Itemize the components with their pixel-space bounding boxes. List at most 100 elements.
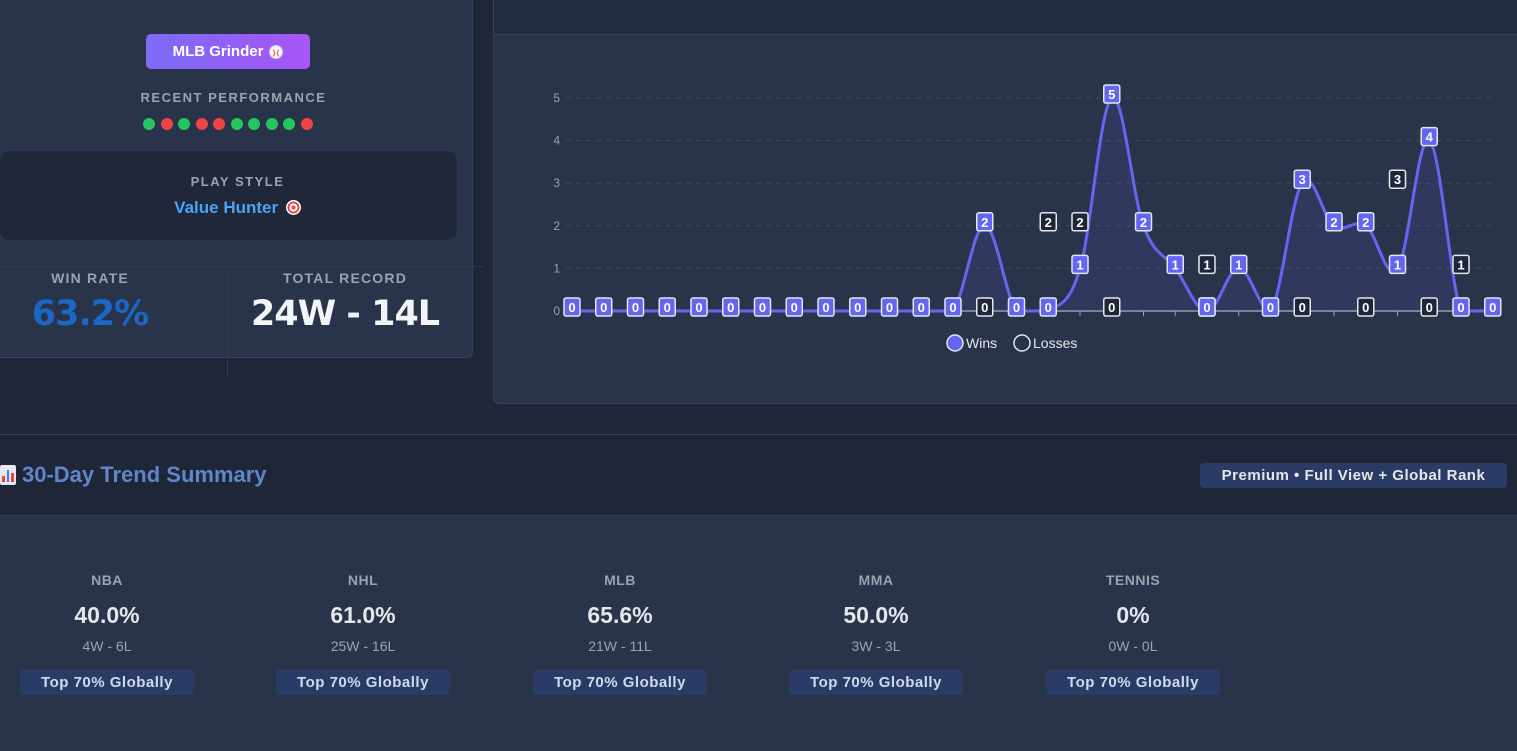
wins-losses-chart: 0123450220100030100000000000002001521010… xyxy=(553,84,1502,352)
sport-global-rank[interactable]: Top 70% Globally xyxy=(276,670,450,695)
win-point xyxy=(1198,297,1216,317)
loss-point xyxy=(1293,297,1311,317)
win-dot xyxy=(230,118,243,130)
win-point xyxy=(944,297,962,317)
chart-panel-header xyxy=(494,0,1517,35)
win-data-label: 0 xyxy=(949,300,956,315)
sport-record: 3W - 3L xyxy=(851,638,901,654)
sport-name: MLB xyxy=(604,572,636,588)
loss-point xyxy=(976,297,994,317)
win-data-label: 1 xyxy=(1172,257,1179,272)
daily-chart-panel xyxy=(493,0,1517,404)
win-point xyxy=(880,297,899,317)
play-style-label: PLAY STYLE xyxy=(190,174,285,189)
sport-global-rank[interactable]: Top 70% Globally xyxy=(533,670,707,695)
win-point xyxy=(595,297,613,317)
loss-point xyxy=(1071,212,1089,232)
sport-name: NHL xyxy=(347,572,379,588)
win-point xyxy=(1134,212,1153,232)
win-point xyxy=(1007,297,1026,317)
y-tick-label: 0 xyxy=(553,304,560,318)
win-point xyxy=(1420,126,1438,147)
premium-view-badge[interactable]: Premium • Full View + Global Rank xyxy=(1200,463,1507,488)
sport-win-pct: 61.0% xyxy=(330,602,396,628)
win-rate-value: 63.2% xyxy=(31,294,149,334)
loss-dot xyxy=(213,118,225,130)
win-data-label: 0 xyxy=(695,300,702,315)
win-data-label: 0 xyxy=(1489,300,1496,315)
legend-losses-swatch xyxy=(1013,334,1031,352)
sport-summary-area xyxy=(0,516,1517,751)
loss-data-label: 0 xyxy=(981,300,988,315)
sport-win-pct: 65.6% xyxy=(587,602,653,628)
win-point xyxy=(1293,169,1311,189)
loss-dot xyxy=(195,118,208,130)
win-data-label: 0 xyxy=(664,300,671,315)
win-point xyxy=(1325,212,1343,232)
win-dot xyxy=(265,118,278,130)
win-data-label: 2 xyxy=(981,215,988,230)
win-point xyxy=(1484,297,1502,317)
sport-global-rank[interactable]: Top 70% Globally xyxy=(789,670,963,695)
total-record-label: TOTAL RECORD xyxy=(282,270,408,286)
profile-badge-label: MLB Grinder xyxy=(172,43,264,60)
win-point xyxy=(1230,254,1248,275)
legend-losses-label: Losses xyxy=(1033,335,1077,351)
win-data-label: 0 xyxy=(1267,300,1274,315)
win-data-label: 1 xyxy=(1394,257,1401,272)
win-data-label: 2 xyxy=(1140,215,1147,230)
wins-area xyxy=(572,97,1493,311)
win-data-label: 0 xyxy=(727,300,734,315)
sport-global-rank[interactable]: Top 70% Globally xyxy=(1046,670,1220,695)
sport-name: TENNIS xyxy=(1105,572,1161,588)
win-dot xyxy=(248,118,260,130)
win-rate-label: WIN RATE xyxy=(51,270,129,286)
loss-point xyxy=(1198,254,1216,275)
section-divider-top xyxy=(0,434,1517,435)
bar-chart-icon xyxy=(0,465,16,485)
win-data-label: 4 xyxy=(1426,130,1434,145)
win-point xyxy=(1261,297,1280,317)
loss-data-label: 0 xyxy=(1108,300,1115,315)
win-dot xyxy=(178,118,190,130)
loss-point xyxy=(1103,297,1121,317)
win-data-label: 0 xyxy=(600,300,607,315)
win-data-label: 0 xyxy=(886,300,893,315)
win-data-label: 0 xyxy=(822,300,829,315)
win-point xyxy=(1452,297,1470,317)
win-data-label: 0 xyxy=(759,300,766,315)
win-point xyxy=(1039,297,1057,317)
recent-performance-dots xyxy=(143,118,313,130)
win-point xyxy=(976,212,994,232)
sport-record: 0W - 0L xyxy=(1108,638,1158,654)
win-data-label: 1 xyxy=(1235,257,1242,272)
sport-global-rank[interactable]: Top 70% Globally xyxy=(20,670,194,695)
legend-wins-label: Wins xyxy=(966,335,997,351)
sport-name: NBA xyxy=(91,572,123,588)
loss-data-label: 2 xyxy=(1045,215,1052,230)
win-dot xyxy=(143,118,155,130)
win-data-label: 2 xyxy=(1330,215,1337,230)
win-point xyxy=(817,297,835,317)
win-data-label: 0 xyxy=(1203,300,1210,315)
loss-data-label: 1 xyxy=(1203,257,1210,272)
win-point xyxy=(1103,84,1121,104)
sport-record: 4W - 6L xyxy=(82,638,132,654)
win-point xyxy=(626,297,645,317)
profile-badge[interactable]: MLB Grinder xyxy=(146,34,310,69)
loss-point xyxy=(1420,297,1438,317)
win-data-label: 0 xyxy=(791,300,798,315)
stats-divider-vertical xyxy=(227,267,228,377)
win-data-label: 0 xyxy=(1457,300,1464,315)
loss-data-label: 2 xyxy=(1076,215,1083,230)
loss-data-label: 1 xyxy=(1457,257,1464,272)
loss-dot xyxy=(300,118,313,130)
sport-record: 21W - 11L xyxy=(588,638,652,654)
sport-win-pct: 40.0% xyxy=(74,602,140,628)
y-tick-label: 1 xyxy=(553,261,560,275)
y-tick-label: 5 xyxy=(553,91,560,105)
sport-summary-mma: MMA 50.0% 3W - 3L Top 70% Globally xyxy=(789,572,963,695)
loss-point xyxy=(1357,297,1375,317)
trend-summary-title: 30-Day Trend Summary xyxy=(0,462,267,488)
sport-name: MMA xyxy=(858,572,894,588)
